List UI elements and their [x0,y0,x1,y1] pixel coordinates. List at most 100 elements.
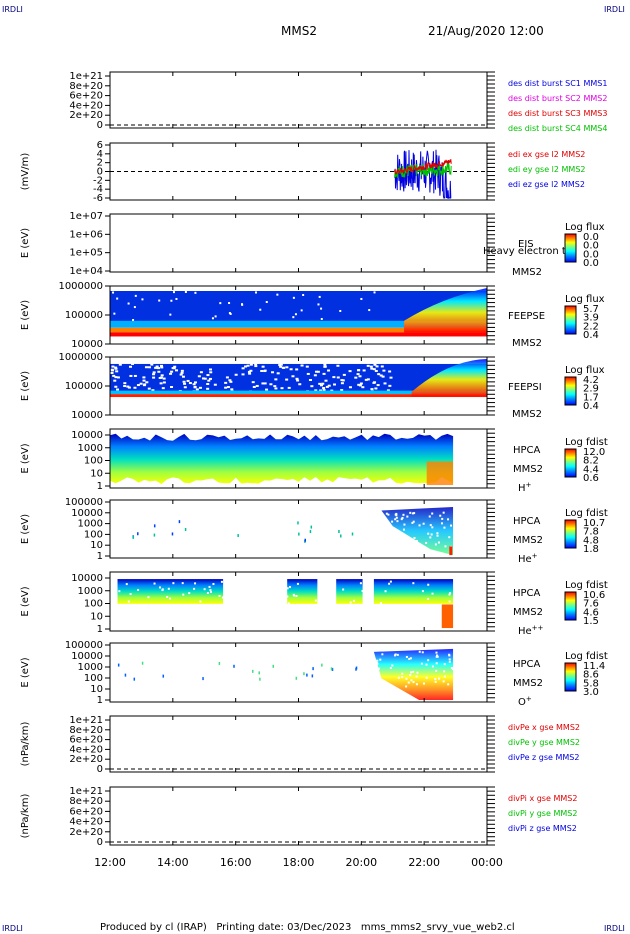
spectrogram-gap [362,369,366,372]
spectrogram-gap [228,302,231,305]
spectrogram-gap [198,386,202,389]
legend-entry: des dist burst SC4 MMS4 [508,124,607,133]
y-axis-label: E (eV) [20,371,31,401]
spectrogram-gap [369,365,373,368]
spectrogram-gap [295,377,299,380]
spectrogram-gap [448,660,451,663]
spectrogram-gap [442,511,445,514]
spectrogram-gap [302,293,305,296]
spectrogram-gap [112,374,116,377]
colorbar [564,376,577,406]
spectrogram-gap [366,364,370,367]
panel-frame [109,786,488,846]
spectrogram-pixel [218,661,221,665]
spectrogram-gap [185,605,188,608]
spectrogram-gap [358,384,362,387]
spectrogram-gap [450,524,453,527]
spectrogram-gap [382,540,385,543]
colorbar-value: 10.6 [583,590,605,601]
spectrogram-gap [393,538,396,541]
spectrogram-gap [415,540,418,543]
spectrogram-gap [333,591,336,594]
y-tick-label: 1000000 [58,281,103,292]
y-tick-label: 10 [90,468,103,479]
spectrogram-gap [380,365,384,368]
y-tick-label: 1 [97,551,103,562]
spectrogram-gap [325,385,329,388]
y-tick-label: 1000 [78,662,103,673]
spectrogram-gap [127,302,130,305]
spectrogram-gap [159,586,162,589]
spectrogram-gap [285,366,289,369]
page-title: MMS2 [281,24,317,38]
spectrogram-gap [308,379,312,382]
spectrogram-gap [129,374,133,377]
spectrogram-gap [449,592,452,595]
spectrogram-gap [263,370,267,373]
spectrogram-gap [336,376,340,379]
spectrogram-gap [379,374,383,377]
spectrogram-gap [443,526,446,529]
colorbar-value: 4.6 [583,607,599,618]
spectrogram-gap [248,372,252,375]
spectrogram-gap [192,383,196,386]
legend-entry: des dist burst SC1 MMS1 [508,79,607,88]
y-tick-label: 2e+20 [69,827,103,838]
spectrogram-gap [379,679,382,682]
spectrogram-gap [154,366,158,369]
colorbar-value: 4.2 [583,375,599,386]
spectrogram-gap [410,671,413,674]
spectrogram-gap [332,383,336,386]
spectrogram-gap [320,307,323,310]
spectrogram-pixel [178,520,181,524]
instrument-spacecraft: MMS2 [512,338,542,349]
spectrogram-gap [182,593,185,596]
spectrogram-gap [170,385,174,388]
spectrogram-gap [265,592,268,595]
spectrogram-gap [281,596,284,599]
spectrogram-gap [161,387,165,390]
spectrogram-gap [366,378,370,381]
spectrogram-gap [295,594,298,597]
spectrogram-gap [249,594,252,597]
y-tick-label: 1e+04 [69,266,103,277]
spectrogram-gap [129,593,132,596]
spectrogram-gap [128,365,132,368]
spectrogram-gap [392,528,395,531]
spectrogram-pixel [306,673,308,677]
spectrogram-gap [260,369,264,372]
spectrogram-gap [159,382,163,385]
colorbar-title: Log fdist [565,580,608,591]
spectrogram-gap [438,677,441,680]
y-axis-label: E (eV) [20,586,31,616]
spectrogram-gap [377,373,381,376]
spectrogram-gap [197,375,201,378]
spectrogram-gap [421,651,424,654]
spectrogram-gap [358,375,362,378]
y-tick-label: 6 [97,140,103,151]
spectrogram-gap [171,367,175,370]
spectrogram-gap [279,363,283,366]
spectrogram-gap [402,513,405,516]
spectrogram-gap [315,370,319,373]
spectrogram-gap [434,680,437,683]
spectrogram-gap [427,583,430,586]
colorbar-value: 0.4 [583,330,599,341]
spectrogram-gap [186,379,190,382]
y-axis-label: (nPa/km) [20,794,31,839]
spectrogram-gap [448,653,451,656]
spectrogram-gap [139,382,143,385]
y-axis-label: E (eV) [20,228,31,258]
colorbar-title: Log flux [565,365,605,376]
header-logo-left: IRDLI [2,5,23,14]
colorbar-value: 7.6 [583,599,599,610]
spectrogram-gap [118,590,121,593]
spectrogram-gap [377,667,380,670]
spectrogram-gap [203,588,206,591]
spectrogram-pixel [330,667,333,671]
spectrogram-gap [258,603,261,606]
spectrogram-gap [434,543,437,546]
spectrogram-gap [383,382,387,385]
spectrogram-gap [240,590,243,593]
spectrogram-gap [213,383,217,386]
